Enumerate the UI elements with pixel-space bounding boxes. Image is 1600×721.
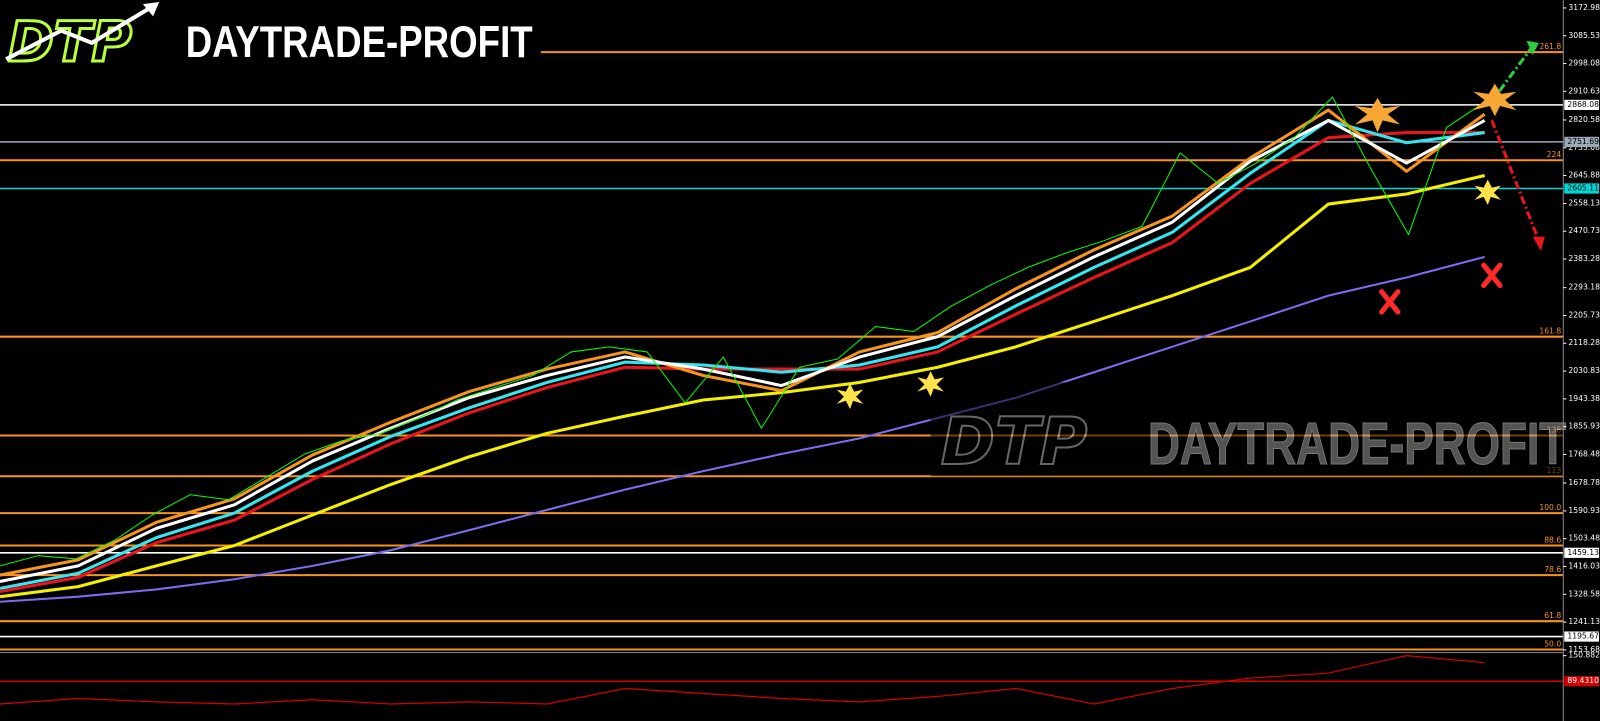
annotations bbox=[836, 40, 1545, 409]
indicator-line bbox=[0, 655, 1485, 705]
series-line bbox=[0, 255, 1485, 603]
y-tick-label: 1943.38 bbox=[1568, 394, 1600, 403]
watermark: DTP DAYTRADE-PROFIT bbox=[930, 382, 1567, 481]
price-level-label: 2868.08 bbox=[1567, 100, 1599, 109]
bear-arrow-head bbox=[1532, 236, 1545, 251]
logo-background bbox=[0, 0, 541, 72]
star bbox=[1355, 97, 1400, 133]
logo-arrow bbox=[5, 4, 155, 61]
series-line bbox=[0, 96, 1485, 567]
y-tick-label: 1678.78 bbox=[1568, 478, 1600, 487]
y-tick-label: 1855.93 bbox=[1568, 422, 1600, 431]
price-level-label: 1459.13 bbox=[1567, 548, 1599, 557]
y-tick-label: 2383.28 bbox=[1568, 254, 1600, 263]
star bbox=[917, 371, 944, 397]
series-line bbox=[0, 118, 1486, 583]
price-level-label: 2751.69 bbox=[1567, 137, 1599, 146]
y-tick-label: 2030.83 bbox=[1568, 366, 1600, 375]
cross-mark bbox=[1379, 289, 1401, 315]
star bbox=[1473, 83, 1517, 117]
y-tick-label: 1768.48 bbox=[1568, 449, 1600, 458]
y-tick-label: 150.8821 bbox=[1568, 651, 1600, 660]
star bbox=[1474, 179, 1502, 205]
fib-level-label: 161.8 bbox=[1539, 327, 1561, 336]
y-tick-label: 2910.63 bbox=[1568, 86, 1600, 95]
y-tick-label: 2470.73 bbox=[1568, 226, 1600, 235]
y-tick-label: 2293.18 bbox=[1568, 283, 1600, 292]
price-level-label: 1195.67 bbox=[1567, 632, 1599, 641]
y-tick-label: 1328.58 bbox=[1568, 589, 1600, 598]
y-tick-label: 2118.28 bbox=[1568, 338, 1600, 347]
watermark-text: DAYTRADE-PROFIT bbox=[1148, 410, 1566, 477]
price-level-box bbox=[1564, 99, 1599, 110]
y-tick-label: 1503.48 bbox=[1568, 534, 1600, 543]
y-tick-label: 2998.08 bbox=[1568, 59, 1600, 68]
indicator-level-box bbox=[1564, 676, 1599, 687]
price-level-box bbox=[1564, 631, 1599, 642]
price-level-box bbox=[1564, 136, 1599, 147]
logo-arrow-head bbox=[142, 2, 160, 17]
fib-level-label: 261.8 bbox=[1539, 42, 1561, 51]
y-axis: 3172.98 3085.53 2998.08 2910.63 2820.58 2733.… bbox=[1563, 3, 1600, 687]
series-line bbox=[0, 108, 1486, 577]
price-level-label: 2605.11 bbox=[1567, 183, 1599, 192]
y-tick-label: 1590.93 bbox=[1568, 506, 1600, 515]
cross-mark bbox=[1481, 262, 1503, 289]
y-tick-label: 2733.08 bbox=[1568, 143, 1600, 152]
y-tick-label: 2558.13 bbox=[1568, 198, 1600, 207]
fib-level-label: 50.0 bbox=[1544, 639, 1561, 648]
bear-arrow bbox=[1490, 119, 1541, 242]
y-tick-label: 1416.03 bbox=[1568, 562, 1600, 571]
plot bbox=[0, 96, 1486, 705]
fib-level-label: 100.0 bbox=[1539, 503, 1561, 512]
fib-level-label: 61.8 bbox=[1544, 611, 1561, 620]
y-tick-label: 1153.68 bbox=[1568, 645, 1600, 654]
bull-arrow-head bbox=[1526, 40, 1539, 56]
y-tick-label: 2820.58 bbox=[1568, 115, 1600, 124]
fib-level-label: 224 bbox=[1547, 150, 1562, 159]
y-tick-label: 2645.88 bbox=[1568, 171, 1600, 180]
price-level-box bbox=[1564, 547, 1599, 558]
logo-mark: DTP bbox=[8, 10, 132, 74]
series-line bbox=[0, 174, 1486, 599]
star bbox=[836, 383, 864, 409]
logo-text: DAYTRADE-PROFIT bbox=[186, 16, 533, 67]
watermark-background bbox=[930, 382, 1564, 477]
series-line bbox=[0, 118, 1485, 590]
y-tick-label: 3085.53 bbox=[1568, 31, 1600, 40]
y-tick-label: 3172.98 bbox=[1568, 3, 1600, 12]
fib-level-label: 88.6 bbox=[1544, 535, 1561, 544]
y-tick-label: 1241.13 bbox=[1568, 617, 1600, 626]
indicator-level-label: 89.4310 bbox=[1567, 676, 1599, 685]
price-level-box bbox=[1564, 183, 1599, 194]
fib-level-label: 78.6 bbox=[1544, 565, 1561, 574]
watermark-mark: DTP bbox=[941, 404, 1088, 480]
y-tick-label: 2205.73 bbox=[1568, 310, 1600, 319]
